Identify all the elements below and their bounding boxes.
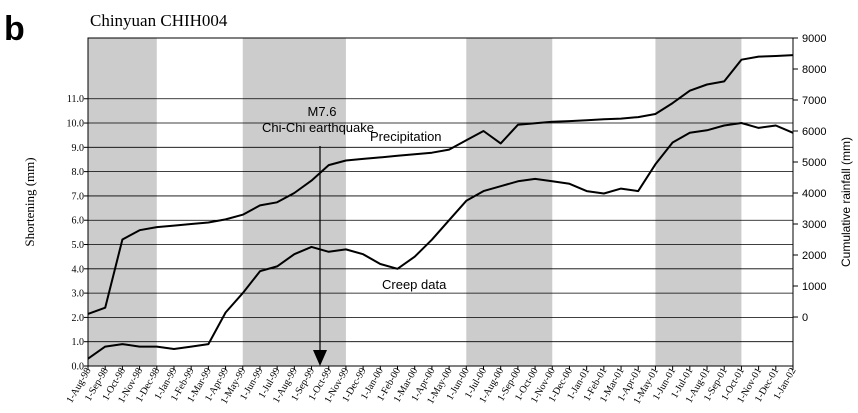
y2-tick-label: 1000: [802, 281, 826, 293]
shaded-period: [655, 38, 742, 366]
y-tick-label: 10.0: [67, 119, 85, 130]
y-tick-label: 5.0: [72, 240, 85, 251]
event-name: Chi-Chi earthquake: [262, 120, 374, 135]
y-tick-label: 0.0: [72, 362, 85, 373]
y-axis-label: Shortening (mm): [22, 157, 37, 246]
y-tick-label: 3.0: [72, 289, 85, 300]
y-tick-label: 6.0: [72, 216, 85, 227]
marks: [87, 54, 794, 360]
y2-tick-label: 7000: [802, 95, 826, 107]
y-tick-label: 8.0: [72, 167, 85, 178]
y2-tick-label: 4000: [802, 188, 826, 200]
y-tick-label: 7.0: [72, 191, 85, 202]
y2-tick-label: 8000: [802, 64, 826, 76]
series-line: [87, 122, 794, 360]
shaded-period: [242, 38, 346, 366]
y2-tick-label: 9000: [802, 33, 826, 45]
y-tick-label: 9.0: [72, 143, 85, 154]
y2-tick-label: 0: [802, 312, 808, 324]
y-tick-label: 4.0: [72, 264, 85, 275]
y-tick-label: 1.0: [72, 337, 85, 348]
plot-frame: [87, 37, 794, 367]
panel-label: b: [4, 10, 25, 48]
y2-axis-label: Cumulative rainfall (mm): [839, 137, 853, 267]
shading: [88, 38, 742, 366]
chart-title: Chinyuan CHIH004: [90, 11, 228, 30]
event-arrowhead: [313, 350, 327, 366]
grid: [88, 98, 793, 367]
y-tick-label: 11.0: [67, 94, 84, 105]
series-line: [87, 54, 794, 315]
event-magnitude: M7.6: [308, 104, 337, 119]
y2-tick-label: 3000: [802, 219, 826, 231]
y-tick-label: 2.0: [72, 313, 85, 324]
shaded-period: [88, 38, 157, 366]
series-label: Precipitation: [370, 129, 442, 144]
y2-tick-label: 2000: [802, 250, 826, 262]
shaded-period: [466, 38, 553, 366]
series-label: Creep data: [382, 277, 447, 292]
y2-tick-label: 5000: [802, 157, 826, 169]
y2-tick-label: 6000: [802, 126, 826, 138]
